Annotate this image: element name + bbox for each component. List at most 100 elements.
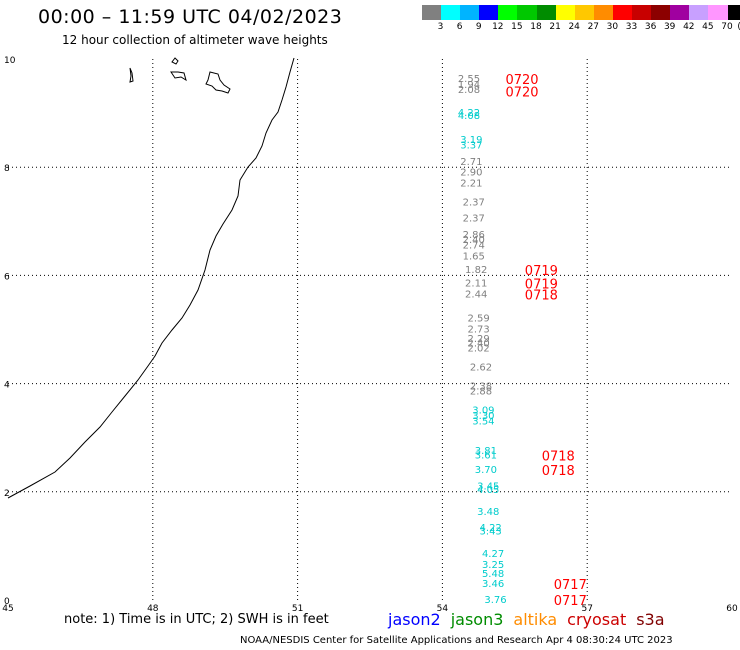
swh-value: 3.81 [475, 446, 497, 457]
latitude-tick-label: 10 [4, 56, 16, 66]
legend-label: 42 [683, 22, 695, 32]
satellite-legend-item: cryosat [567, 610, 627, 629]
legend-swatch [689, 5, 709, 20]
swh-value: 2.21 [460, 178, 482, 189]
swh-value: 1.94 [458, 80, 480, 91]
island-outline [205, 71, 231, 94]
legend-swatch [479, 5, 499, 20]
longitude-tick-label: 57 [581, 604, 592, 614]
swh-observations: 2.551.942.084.224.083.193.372.712.902.21… [458, 74, 507, 606]
pass-time-label: 0718 [542, 464, 575, 479]
swh-value: 4.22 [480, 523, 502, 534]
legend-label: 3 [437, 22, 444, 32]
swh-value: 3.48 [477, 507, 499, 518]
swh-value: 2.37 [463, 197, 485, 208]
color-scale-bar [422, 5, 740, 20]
swh-value: 2.37 [463, 214, 485, 225]
swh-value: 3.70 [475, 465, 497, 476]
swh-value: 2.44 [465, 289, 487, 300]
legend-swatch [670, 5, 690, 20]
legend-label: 15 [511, 22, 523, 32]
legend-label: 70 [721, 22, 733, 32]
swh-value: 3.54 [472, 416, 494, 427]
pass-time-label: 0719 [525, 264, 558, 279]
legend-label: 6 [456, 22, 463, 32]
swh-value: 3.09 [472, 406, 494, 417]
legend-swatch [441, 5, 461, 20]
satellite-legend-item: altika [513, 610, 558, 629]
satellite-legend-item: jason3 [450, 610, 504, 629]
legend-swatch [536, 5, 556, 20]
map-title: 00:00 – 11:59 UTC 04/02/2023 [38, 6, 343, 28]
swh-value: 2.86 [463, 230, 485, 241]
legend-label: 45 [702, 22, 714, 32]
legend-label: 30 [606, 22, 619, 32]
swh-value: 4.22 [458, 108, 480, 119]
swh-value: 2.08 [458, 85, 480, 96]
legend-swatch [651, 5, 671, 20]
legend-swatch [708, 5, 728, 20]
legend-swatch [498, 5, 518, 20]
legend-swatch [593, 5, 613, 20]
swh-value: 3.61 [475, 451, 497, 462]
swh-value: 2.29 [467, 334, 489, 345]
longitude-tick-label: 48 [147, 604, 159, 614]
map-subtitle: 12 hour collection of altimeter wave hei… [62, 33, 328, 47]
swh-value: 3.46 [482, 579, 504, 590]
pass-time-label: 0718 [542, 450, 575, 465]
swh-value: 2.59 [467, 314, 489, 325]
axis-ticks: 45 48 51 54 57 60 0 2 4 6 8 10 [2, 56, 738, 614]
swh-value: 4.05 [477, 485, 499, 496]
swh-value: 4.08 [458, 111, 480, 122]
swh-value: 2.88 [470, 387, 492, 398]
swh-value: 2.73 [467, 325, 489, 336]
coastline [7, 57, 295, 499]
legend-label: 27 [587, 22, 600, 32]
legend-label: 24 [568, 22, 580, 32]
longitude-tick-label: 60 [726, 604, 738, 614]
legend-swatch [612, 5, 633, 20]
swh-value: 4.27 [482, 549, 504, 560]
island-outlines [129, 57, 231, 94]
legend-label: 39 [663, 22, 676, 32]
satellite-legend-item: s3a [636, 610, 665, 629]
swh-value: 3.30 [472, 411, 494, 422]
legend-swatch [574, 5, 594, 20]
island-outline [129, 67, 134, 83]
swh-value: 2.62 [470, 362, 492, 373]
latitude-tick-label: 6 [4, 272, 10, 282]
pass-time-label: 0717 [554, 578, 587, 593]
legend-unit: (ft) [735, 22, 740, 32]
swh-value: 2.40 [467, 339, 489, 350]
latitude-tick-label: 2 [4, 489, 10, 499]
swh-value: 3.43 [480, 526, 502, 537]
swh-value: 2.02 [467, 343, 489, 354]
swh-value: 1.82 [465, 265, 487, 276]
satellite-legend: jason2 jason3 altika cryosat s3a [388, 610, 675, 629]
swh-value: 2.11 [465, 279, 487, 290]
pass-time-label: 0720 [505, 85, 538, 100]
swh-value: 2.74 [463, 241, 485, 252]
pass-time-label: 0718 [525, 288, 558, 303]
swh-value: 2.38 [470, 381, 492, 392]
pass-time-label: 0720 [505, 73, 538, 88]
latitude-tick-label: 0 [4, 597, 10, 607]
swh-value: 3.19 [460, 135, 482, 146]
legend-swatch [727, 5, 740, 20]
longitude-tick-label: 54 [437, 604, 449, 614]
island-outline [170, 57, 187, 82]
latitude-tick-label: 8 [4, 164, 10, 174]
swh-value: 2.71 [460, 157, 482, 168]
pass-time-label: 0717 [554, 594, 587, 609]
longitude-tick-label: 45 [2, 604, 13, 614]
satellite-legend-item: jason2 [388, 610, 441, 629]
swh-value: 5.48 [482, 569, 504, 580]
swh-value: 3.25 [482, 560, 504, 571]
latitude-tick-label: 4 [4, 381, 10, 391]
credit-line: NOAA/NESDIS Center for Satellite Applica… [240, 635, 673, 646]
legend-label: 12 [492, 22, 504, 32]
pass-time-label: 0719 [525, 278, 558, 293]
legend-swatch [632, 5, 652, 20]
